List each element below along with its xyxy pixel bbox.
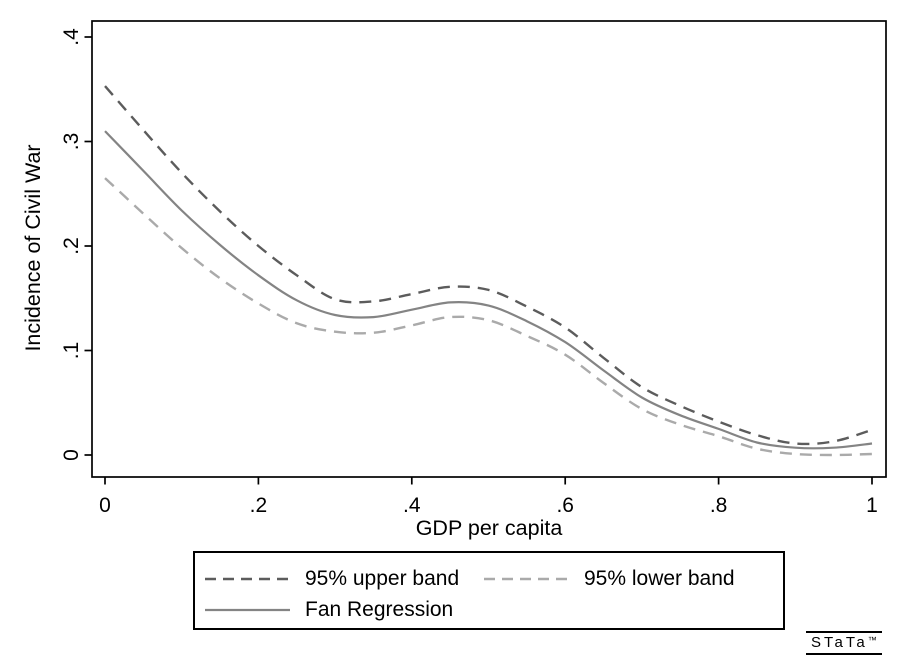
y-axis-title: Incidence of Civil War xyxy=(21,144,45,351)
x-tick-label-2: .4 xyxy=(403,494,421,517)
x-tick-label-1: .2 xyxy=(250,494,268,517)
y-tick-label-1: .1 xyxy=(60,342,83,360)
plot-border xyxy=(91,20,887,478)
x-tick-label-0: 0 xyxy=(99,494,111,517)
curve-fan-regression xyxy=(104,130,873,450)
curve-upper-band xyxy=(104,85,873,446)
legend-line-sample-upper xyxy=(205,577,290,581)
legend-box: 95% upper band 95% lower band Fan Regres… xyxy=(193,551,785,630)
legend-label-upper: 95% upper band xyxy=(305,567,460,590)
y-tick-label-3: .3 xyxy=(60,133,83,151)
x-tick-label-5: 1 xyxy=(866,494,878,517)
legend-label-fan: Fan Regression xyxy=(305,598,454,621)
y-tick-label-4: .4 xyxy=(60,28,83,46)
stata-logo: STaTa™ xyxy=(806,631,882,655)
legend-entry-upper-band: 95% upper band xyxy=(205,566,459,592)
legend-line-sample-lower xyxy=(484,577,569,581)
legend-entry-lower-band: 95% lower band xyxy=(484,566,735,592)
legend-line-sample-fan xyxy=(205,608,290,612)
x-axis-title: GDP per capita xyxy=(416,516,563,540)
x-tick-label-4: .8 xyxy=(710,494,728,517)
legend-label-lower: 95% lower band xyxy=(584,567,735,590)
trademark-symbol: ™ xyxy=(867,635,877,645)
legend-entry-fan-regression: Fan Regression xyxy=(205,597,453,623)
x-tick-label-3: .6 xyxy=(556,494,574,517)
curve-lower-band xyxy=(104,177,873,457)
y-tick-label-0: 0 xyxy=(60,449,83,461)
y-tick-label-2: .2 xyxy=(60,237,83,255)
stata-logo-text: STaTa xyxy=(811,634,868,651)
